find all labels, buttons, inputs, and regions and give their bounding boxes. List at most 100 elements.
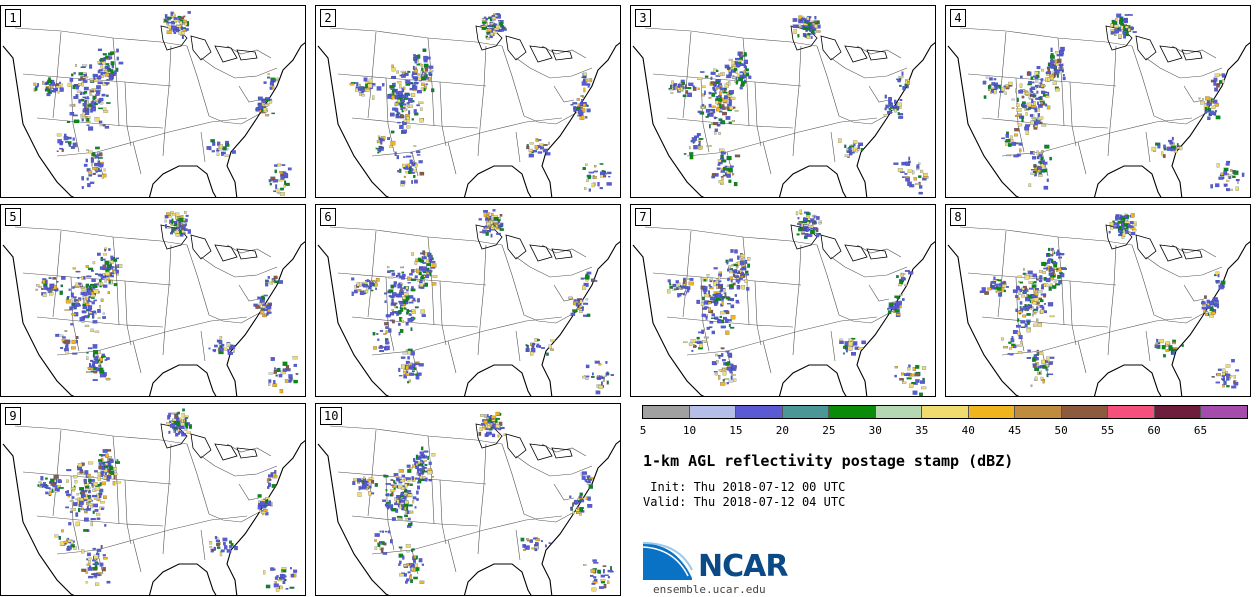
member-number-label: 7 (635, 208, 651, 226)
colorbar-tick-label: 50 (1054, 424, 1068, 437)
colorbar-tick-label: 30 (868, 424, 882, 437)
member-number-label: 9 (5, 407, 21, 425)
colorbar-tick-label: 60 (1147, 424, 1161, 437)
member-number-label: 4 (950, 9, 966, 27)
coastline (632, 42, 935, 197)
colorbar-tick-label: 15 (729, 424, 743, 437)
colorbar-tick-label: 25 (822, 424, 836, 437)
ensemble-member-panel: 7 (630, 204, 936, 397)
init-time-text: Init: Thu 2018-07-12 00 UTC (643, 480, 846, 494)
great-lakes (160, 224, 258, 262)
ensemble-member-panel: 4 (945, 5, 1251, 198)
colorbar-swatch (1060, 406, 1108, 418)
ensemble-member-panel: 9 (0, 403, 306, 596)
conus-map (317, 13, 620, 197)
great-lakes (475, 25, 573, 63)
colorbar-tick-label: 45 (1008, 424, 1022, 437)
conus-map (632, 15, 935, 197)
colorbar-swatch (781, 406, 829, 418)
coastline (317, 241, 620, 396)
conus-map (2, 210, 305, 396)
reflectivity-echoes (37, 408, 298, 592)
ensemble-member-panel: 5 (0, 204, 306, 397)
colorbar-swatch (1107, 406, 1154, 418)
colorbar-tick-label: 40 (961, 424, 975, 437)
reflectivity-echoes (352, 411, 614, 592)
colorbar-swatch (1200, 406, 1247, 418)
reflectivity-echoes (668, 15, 929, 195)
great-lakes (160, 423, 258, 461)
colorbar-swatch (643, 406, 689, 418)
coastline (947, 42, 1250, 197)
state-boundaries (14, 226, 278, 376)
ensemble-member-panel: 2 (315, 5, 621, 198)
ensemble-member-panel: 10 (315, 403, 621, 596)
ensemble-member-panel: 3 (630, 5, 936, 198)
great-lakes (475, 224, 573, 262)
valid-time-text: Valid: Thu 2018-07-12 04 UTC (643, 495, 846, 509)
colorbar-swatch (874, 406, 922, 418)
colorbar-tick-label: 20 (775, 424, 789, 437)
colorbar-tick-label: 35 (915, 424, 929, 437)
coastline (317, 42, 620, 197)
conus-map (947, 213, 1250, 396)
member-number-label: 1 (5, 9, 21, 27)
reflectivity-echoes (349, 13, 612, 192)
reflectivity-colorbar (642, 405, 1248, 419)
colorbar-swatch (921, 406, 968, 418)
colorbar-tick-label: 65 (1193, 424, 1208, 437)
member-number-label: 10 (320, 407, 343, 425)
state-boundaries (959, 226, 1223, 376)
member-number-label: 3 (635, 9, 651, 27)
reflectivity-echoes (35, 210, 299, 394)
conus-map (317, 411, 620, 595)
conus-map (317, 209, 620, 396)
great-lakes (1105, 25, 1203, 63)
great-lakes (475, 423, 573, 461)
coastline (2, 42, 305, 197)
ncar-swoosh-icon (642, 542, 693, 580)
ensemble-member-panel: 6 (315, 204, 621, 397)
state-boundaries (644, 27, 908, 177)
ncar-logo-text: NCAR (698, 549, 788, 584)
great-lakes (790, 25, 888, 63)
great-lakes (790, 224, 888, 262)
colorbar-swatch (688, 406, 736, 418)
conus-map (2, 11, 305, 197)
ensemble-member-panel: 8 (945, 204, 1251, 397)
colorbar-tick-labels: 5 10 15 20 25 30 35 40 45 50 55 60 65 (0, 425, 1260, 439)
coastline (632, 241, 935, 396)
reflectivity-echoes (979, 213, 1240, 389)
great-lakes (160, 25, 258, 63)
colorbar-swatch (828, 406, 875, 418)
colorbar-swatch (735, 406, 782, 418)
member-number-label: 5 (5, 208, 21, 226)
coastline (2, 241, 305, 396)
state-boundaries (14, 425, 278, 575)
member-number-label: 6 (320, 208, 336, 226)
colorbar-swatch (1153, 406, 1201, 418)
state-boundaries (329, 27, 593, 177)
reflectivity-echoes (351, 209, 614, 395)
reflectivity-echoes (982, 13, 1245, 192)
colorbar-tick-label: 5 (639, 424, 647, 437)
conus-map (632, 209, 935, 396)
ensemble-member-panel: 1 (0, 5, 306, 198)
coastline (317, 440, 620, 595)
conus-map (947, 13, 1250, 197)
colorbar-tick-label: 10 (682, 424, 697, 437)
colorbar-swatch (1014, 406, 1061, 418)
reflectivity-echoes (33, 11, 292, 196)
great-lakes (1105, 224, 1203, 262)
coastline (947, 241, 1250, 396)
colorbar-tick-label: 55 (1100, 424, 1115, 437)
coastline (2, 440, 305, 595)
figure-title: 1-km AGL reflectivity postage stamp (dBZ… (643, 452, 1014, 470)
conus-map (2, 408, 305, 595)
member-number-label: 2 (320, 9, 336, 27)
colorbar-swatch (967, 406, 1015, 418)
ensemble-url-text: ensemble.ucar.edu (653, 583, 766, 596)
member-number-label: 8 (950, 208, 966, 226)
reflectivity-echoes (666, 209, 927, 396)
